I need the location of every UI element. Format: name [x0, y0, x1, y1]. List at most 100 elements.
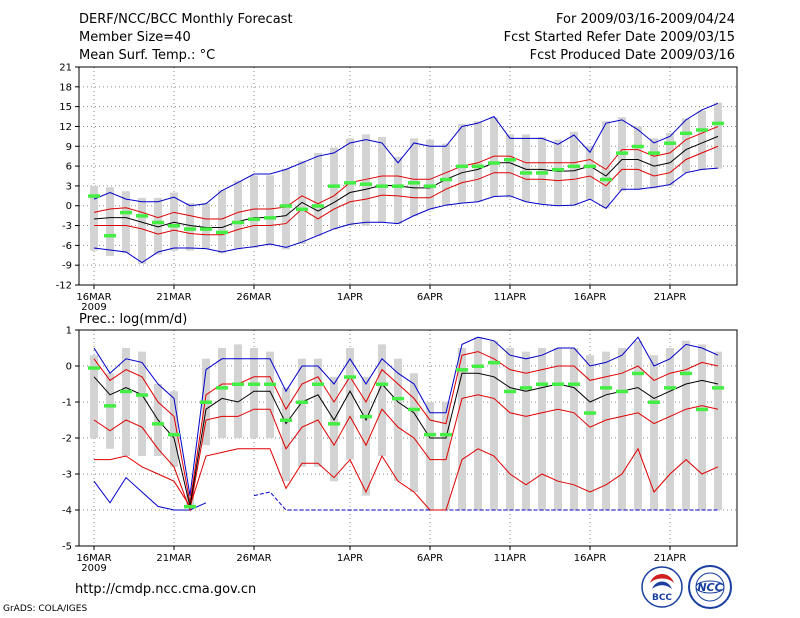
max-line — [93, 102, 719, 207]
member-marker — [376, 382, 388, 386]
ensemble-box — [314, 152, 322, 237]
ensemble-box — [522, 351, 530, 510]
member-marker — [120, 210, 132, 215]
ensemble-box — [666, 348, 674, 510]
y-tick-label: 12 — [59, 122, 72, 133]
ensemble-box — [474, 121, 482, 202]
y-tick-label: 15 — [59, 102, 72, 113]
member-marker — [600, 386, 612, 390]
member-marker — [616, 151, 628, 155]
member-marker — [536, 171, 548, 175]
ensemble-box — [378, 137, 386, 223]
member-marker — [168, 432, 180, 437]
ensemble-box — [170, 192, 178, 251]
ensemble-box — [538, 348, 546, 510]
member-marker — [184, 504, 196, 509]
member-marker — [472, 364, 484, 368]
y-tick-label: 9 — [66, 142, 72, 153]
ensemble-box — [714, 102, 722, 169]
ensemble-box — [218, 348, 226, 438]
member-marker — [312, 382, 324, 386]
mean-line — [93, 135, 719, 229]
member-marker — [360, 182, 372, 186]
ensemble-box — [490, 340, 498, 510]
max-line — [93, 336, 719, 496]
forecast-start-date: Fcst Started Refer Date 2009/03/15 — [503, 30, 735, 45]
lower-line — [93, 394, 719, 512]
y-tick-label: 0 — [66, 362, 72, 373]
ensemble-box — [282, 387, 290, 482]
member-marker — [696, 407, 708, 412]
x-tick-label: 26MAR — [236, 292, 271, 303]
y-tick-label: -3 — [62, 221, 72, 232]
ensemble-box — [282, 168, 290, 250]
ensemble-box — [586, 146, 594, 201]
member-marker — [296, 400, 308, 404]
x-tick-label: 21APR — [654, 553, 687, 564]
member-marker — [312, 204, 324, 208]
y-tick-label: -5 — [62, 542, 72, 553]
ensemble-box — [346, 348, 354, 460]
member-marker — [344, 375, 356, 379]
member-marker — [328, 422, 340, 426]
y-tick-label: -6 — [62, 241, 72, 252]
member-marker — [664, 141, 676, 145]
y-tick-label: -4 — [62, 506, 72, 517]
member-marker — [488, 161, 500, 165]
mean-line — [93, 372, 719, 507]
member-marker — [344, 181, 356, 185]
ensemble-box — [618, 348, 626, 510]
member-marker — [408, 181, 420, 185]
y-tick-label: 21 — [59, 63, 72, 74]
ensemble-box — [554, 348, 562, 510]
y-tick-label: 1 — [66, 326, 72, 337]
ensemble-box — [186, 492, 194, 507]
member-marker — [408, 407, 420, 412]
upper-line — [93, 125, 719, 220]
member-marker — [632, 371, 644, 376]
ensemble-box — [250, 348, 258, 438]
member-marker — [632, 144, 644, 149]
source-url[interactable]: http://cmdp.ncc.cma.gov.cn — [75, 582, 257, 597]
member-marker — [392, 396, 404, 401]
member-marker — [696, 128, 708, 132]
ensemble-box — [234, 180, 242, 250]
member-marker — [568, 382, 580, 386]
precipitation-chart: -5 -4 -3 -2 -1 0 1 16MAR 21MAR 26MAR 1APR 6APR 11APR… — [62, 326, 738, 574]
x-tick-label: 6APR — [417, 553, 443, 564]
member-marker — [392, 184, 404, 188]
ensemble-box — [570, 131, 578, 206]
upper-line — [93, 351, 719, 503]
member-marker — [424, 184, 436, 188]
ncc-logo-text: NCC — [697, 581, 722, 594]
x-tick-label: 6APR — [417, 292, 443, 303]
x-tick-label: 16APR — [574, 292, 607, 303]
x-tick-label: 21MAR — [156, 292, 191, 303]
x-year-label: 2009 — [81, 302, 106, 313]
forecast-produced-date: Fcst Produced Date 2009/03/16 — [529, 48, 735, 63]
y-tick-label: 3 — [66, 181, 72, 192]
y-tick-label: 0 — [66, 201, 72, 212]
ensemble-box — [218, 189, 226, 254]
ensemble-box — [522, 134, 530, 202]
member-marker — [648, 400, 660, 404]
member-marker — [584, 411, 596, 415]
ensemble-box — [442, 143, 450, 206]
ensemble-box — [234, 344, 242, 438]
ensemble-box — [410, 138, 418, 217]
ensemble-box — [362, 376, 370, 496]
member-marker — [88, 194, 100, 198]
member-marker — [360, 414, 372, 419]
member-marker — [184, 227, 196, 231]
ensemble-box — [554, 139, 562, 206]
ensemble-box — [426, 402, 434, 510]
y-tick-label: -1 — [62, 398, 72, 409]
member-marker — [152, 422, 164, 426]
precipitation-title: Prec.: log(mm/d) — [79, 312, 187, 327]
ensemble-box — [506, 134, 514, 198]
member-marker — [104, 233, 116, 238]
member-size: Member Size=40 — [79, 30, 191, 45]
y-tick-label: 18 — [59, 82, 72, 93]
ensemble-box — [634, 340, 642, 510]
member-marker — [168, 224, 180, 228]
